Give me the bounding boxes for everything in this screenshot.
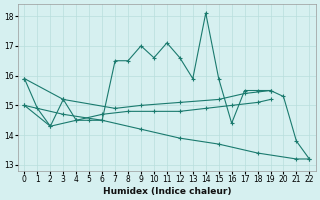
X-axis label: Humidex (Indice chaleur): Humidex (Indice chaleur) [103, 187, 231, 196]
